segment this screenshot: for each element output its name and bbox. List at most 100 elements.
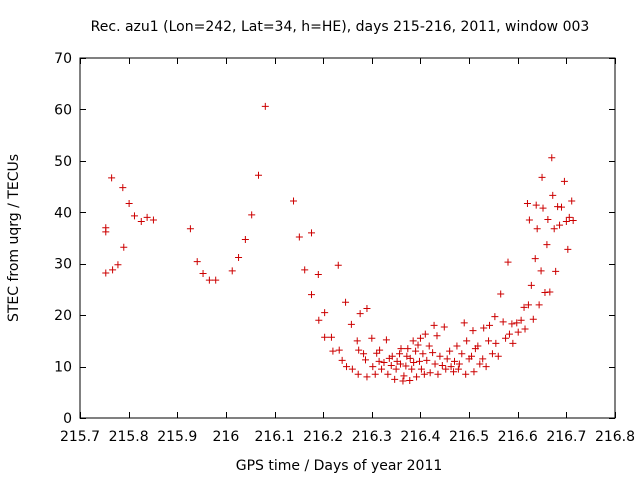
data-point [564,245,572,253]
data-point [550,225,558,233]
data-point [412,347,420,355]
data-point [450,368,458,376]
data-point [430,321,438,329]
y-tick-label: 70 [54,51,72,67]
data-point [404,345,412,353]
data-point [529,315,537,323]
data-point [440,323,448,331]
data-point [321,309,329,317]
data-point [368,334,376,342]
data-point [354,370,362,378]
data-point [355,346,363,354]
data-point [421,330,429,338]
data-point [524,301,532,309]
data-point [361,356,369,364]
data-point [488,350,496,358]
data-point [455,360,463,368]
data-point [290,197,298,205]
data-point [443,355,451,363]
data-point [433,332,441,340]
data-point [130,212,138,220]
data-point [531,255,539,263]
data-point [413,373,421,381]
x-tick-label: 216.7 [546,429,586,445]
data-point [423,356,431,364]
data-point [360,350,368,358]
data-point [356,310,364,318]
data-point [468,352,476,360]
data-point [502,334,510,342]
data-point [543,241,551,249]
data-point [409,337,417,345]
data-point [497,290,505,298]
data-point [485,337,493,345]
data-point [119,184,127,192]
y-tick-label: 40 [54,205,72,221]
data-point [431,360,439,368]
data-point [334,261,342,269]
data-point [463,337,471,345]
data-point [562,218,570,226]
data-point [102,269,110,277]
x-tick-label: 216.3 [352,429,392,445]
data-point [378,365,386,373]
data-point [193,258,201,266]
data-point [248,211,256,219]
data-point [525,216,533,224]
data-point [261,102,269,110]
data-point [376,346,384,354]
data-point [109,266,117,274]
data-point [533,225,541,233]
data-point [373,349,381,357]
data-point [363,304,371,312]
data-point [538,173,546,181]
data-point [137,218,145,226]
data-point [335,346,343,354]
data-point [212,276,220,284]
data-point [143,213,151,221]
data-point [447,363,455,371]
data-point [556,221,564,229]
data-point [369,363,377,371]
data-point [415,357,423,365]
data-point [391,375,399,383]
data-point [492,339,500,347]
data-point [521,325,529,333]
data-point [552,267,560,275]
data-point [491,313,499,321]
data-point [451,357,458,365]
data-point [560,177,568,185]
data-point [508,320,516,328]
data-point [149,216,157,224]
data-point [315,316,323,324]
data-point [308,229,316,237]
data-point [554,203,562,211]
data-point [363,373,371,381]
x-tick-label: 216 [213,429,240,445]
data-point [397,345,405,353]
data-point [568,197,576,205]
data-point [517,316,525,324]
x-tick-label: 216.2 [303,429,343,445]
data-point [387,362,395,370]
x-tick-label: 216.8 [595,429,635,445]
data-point [505,330,513,338]
data-point [479,355,487,363]
data-point [347,320,355,328]
data-point [436,352,444,360]
data-point [406,376,414,384]
data-point [458,350,466,358]
data-point [327,333,335,341]
data-point [399,377,407,385]
x-tick-label: 215.9 [157,429,197,445]
data-point [382,336,390,344]
data-point [476,360,484,368]
data-point [446,347,454,355]
data-point [504,258,512,266]
data-point [544,215,552,223]
data-point [388,352,396,360]
data-point [523,200,531,208]
data-point [469,327,477,335]
data-point [480,324,488,332]
x-tick-label: 216.4 [400,429,440,445]
